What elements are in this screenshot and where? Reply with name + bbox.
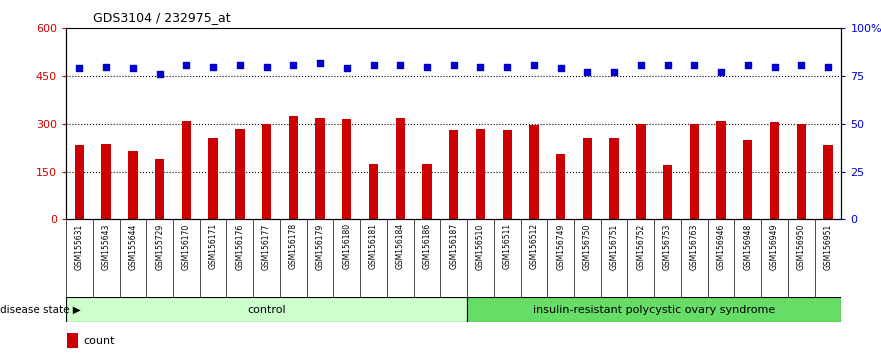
Point bbox=[420, 64, 434, 69]
Bar bbox=[209, 138, 218, 219]
Bar bbox=[101, 144, 111, 219]
Text: GSM156511: GSM156511 bbox=[503, 223, 512, 269]
Point bbox=[126, 65, 140, 71]
Text: GSM156177: GSM156177 bbox=[262, 223, 271, 270]
Point bbox=[313, 60, 327, 65]
Point bbox=[581, 69, 595, 75]
Bar bbox=[610, 138, 618, 219]
Point bbox=[286, 62, 300, 68]
Text: GSM156184: GSM156184 bbox=[396, 223, 404, 269]
Bar bbox=[262, 124, 271, 219]
Bar bbox=[824, 144, 833, 219]
Point bbox=[233, 62, 247, 68]
Text: GSM156176: GSM156176 bbox=[235, 223, 244, 270]
Bar bbox=[66, 297, 467, 322]
Point bbox=[607, 69, 621, 75]
Text: GSM155729: GSM155729 bbox=[155, 223, 164, 270]
Text: GSM156752: GSM156752 bbox=[636, 223, 646, 270]
Text: GSM156948: GSM156948 bbox=[744, 223, 752, 270]
Text: GSM156946: GSM156946 bbox=[716, 223, 726, 270]
Text: GSM156178: GSM156178 bbox=[289, 223, 298, 269]
Text: GSM156750: GSM156750 bbox=[583, 223, 592, 270]
Text: GSM156749: GSM156749 bbox=[556, 223, 565, 270]
Point bbox=[527, 62, 541, 68]
Text: GSM156510: GSM156510 bbox=[476, 223, 485, 270]
Bar bbox=[342, 119, 352, 219]
Point bbox=[714, 69, 728, 75]
Bar bbox=[235, 129, 245, 219]
Text: GSM156949: GSM156949 bbox=[770, 223, 779, 270]
Point bbox=[366, 62, 381, 68]
Bar bbox=[502, 130, 512, 219]
Bar bbox=[770, 122, 779, 219]
Bar bbox=[663, 165, 672, 219]
Point bbox=[473, 64, 487, 69]
Bar bbox=[75, 144, 84, 219]
Bar bbox=[743, 140, 752, 219]
Point bbox=[553, 65, 567, 71]
Bar bbox=[155, 159, 165, 219]
Bar bbox=[67, 333, 78, 348]
Text: GSM156179: GSM156179 bbox=[315, 223, 324, 270]
Point bbox=[661, 62, 675, 68]
Text: GSM156171: GSM156171 bbox=[209, 223, 218, 269]
Point bbox=[180, 62, 194, 68]
Bar bbox=[467, 297, 841, 322]
Bar bbox=[369, 164, 378, 219]
Point bbox=[500, 64, 515, 69]
Point bbox=[687, 62, 701, 68]
Point bbox=[393, 62, 407, 68]
Text: GSM156186: GSM156186 bbox=[423, 223, 432, 269]
Text: control: control bbox=[248, 305, 286, 315]
Bar bbox=[129, 151, 137, 219]
Point bbox=[206, 64, 220, 69]
Bar bbox=[181, 121, 191, 219]
Text: GSM156751: GSM156751 bbox=[610, 223, 618, 270]
Point bbox=[821, 64, 835, 69]
Text: GSM156181: GSM156181 bbox=[369, 223, 378, 269]
Bar bbox=[556, 154, 566, 219]
Bar bbox=[449, 130, 458, 219]
Text: GSM156512: GSM156512 bbox=[529, 223, 538, 269]
Text: GSM156763: GSM156763 bbox=[690, 223, 699, 270]
Text: GSM156951: GSM156951 bbox=[824, 223, 833, 270]
Bar bbox=[422, 164, 432, 219]
Point bbox=[767, 64, 781, 69]
Text: GSM156170: GSM156170 bbox=[181, 223, 191, 270]
Text: GDS3104 / 232975_at: GDS3104 / 232975_at bbox=[93, 11, 230, 24]
Point bbox=[72, 65, 86, 71]
Text: GSM156187: GSM156187 bbox=[449, 223, 458, 269]
Text: GSM155644: GSM155644 bbox=[129, 223, 137, 270]
Text: GSM155631: GSM155631 bbox=[75, 223, 84, 270]
Point bbox=[152, 72, 167, 77]
Bar bbox=[716, 121, 726, 219]
Bar bbox=[582, 138, 592, 219]
Bar bbox=[636, 124, 646, 219]
Point bbox=[340, 65, 354, 71]
Point bbox=[741, 62, 755, 68]
Text: GSM156950: GSM156950 bbox=[796, 223, 806, 270]
Point bbox=[260, 64, 274, 69]
Text: count: count bbox=[83, 336, 115, 346]
Bar bbox=[796, 124, 806, 219]
Text: GSM155643: GSM155643 bbox=[101, 223, 111, 270]
Text: GSM156180: GSM156180 bbox=[343, 223, 352, 269]
Bar bbox=[315, 118, 325, 219]
Bar bbox=[289, 116, 298, 219]
Text: insulin-resistant polycystic ovary syndrome: insulin-resistant polycystic ovary syndr… bbox=[533, 305, 775, 315]
Bar bbox=[476, 129, 485, 219]
Point bbox=[447, 62, 461, 68]
Point bbox=[100, 64, 114, 69]
Text: disease state ▶: disease state ▶ bbox=[0, 305, 81, 315]
Point bbox=[633, 62, 648, 68]
Text: GSM156753: GSM156753 bbox=[663, 223, 672, 270]
Point bbox=[794, 62, 808, 68]
Bar bbox=[690, 124, 699, 219]
Bar bbox=[396, 118, 405, 219]
Bar bbox=[529, 126, 538, 219]
